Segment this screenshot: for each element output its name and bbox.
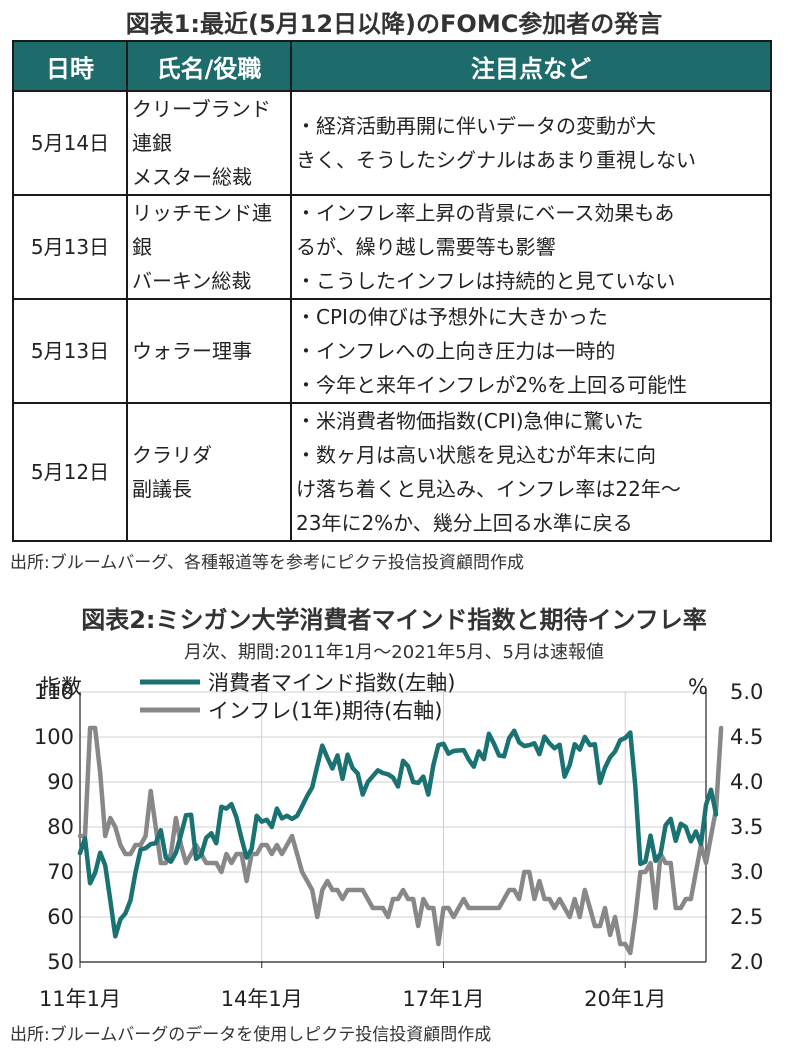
y-right-tick-label: 2.5 <box>730 905 763 929</box>
chart-legend: 消費者マインド指数(左軸) インフレ(1年)期待(右軸) <box>140 671 455 723</box>
chart-title: 図表2:ミシガン大学消費者マインド指数と期待インフレ率 <box>81 606 707 634</box>
point-line: ・米消費者物価指数(CPI)急伸に驚いた <box>296 409 644 433</box>
row-points: ・インフレ率上昇の背景にベース効果もあ るが、繰り越し需要等も影響 ・こうしたイ… <box>290 194 772 300</box>
table-row: 5月13日 リッチモンド連 銀 バーキン総裁 ・インフレ率上昇の背景にベース効果… <box>12 194 772 300</box>
x-tick-label: 11年1月 <box>39 987 121 1011</box>
fomc-remarks-table: 日時 氏名/役職 注目点など 5月14日 クリーブランド 連銀 メスター総裁 ・… <box>12 40 772 542</box>
row-date: 5月14日 <box>12 90 128 196</box>
y-right-axis-label: % <box>688 675 708 699</box>
point-line: ・こうしたインフレは持続的と見ていない <box>296 269 676 293</box>
chart-lines <box>77 725 724 956</box>
row-name: リッチモンド連 銀 バーキン総裁 <box>126 194 292 300</box>
inflation-expectation-line <box>77 725 724 956</box>
y-left-tick-label: 100 <box>34 725 74 749</box>
y-right-tick-label: 3.5 <box>730 815 763 839</box>
point-line: ・経済活動再開に伴いデータの変動が大 <box>296 114 656 138</box>
table-header-row: 日時 氏名/役職 注目点など <box>12 40 772 92</box>
name-line: 連銀 <box>132 131 172 155</box>
y-right-tick-label: 5.0 <box>730 680 763 704</box>
legend-sentiment-label: 消費者マインド指数(左軸) <box>208 671 455 695</box>
point-line: ・数ヶ月は高い状態を見込むが年末に向 <box>296 443 656 467</box>
y-left-tick-label: 50 <box>47 950 74 974</box>
y-right-tick-label: 3.0 <box>730 860 763 884</box>
row-date: 5月13日 <box>12 298 128 404</box>
row-name: クリーブランド 連銀 メスター総裁 <box>126 90 292 196</box>
y-left-tick-label: 70 <box>47 860 74 884</box>
row-name: ウォラー理事 <box>126 298 292 404</box>
point-line: 23年に2%か、幾分上回る水準に戻る <box>296 511 633 535</box>
chart-subtitle: 月次、期間:2011年1月〜2021年5月、5月は速報値 <box>183 642 605 663</box>
point-line: ・今年と来年インフレが2%を上回る可能性 <box>296 373 688 397</box>
x-tick-label: 20年1月 <box>584 987 666 1011</box>
table-row: 5月13日 ウォラー理事 ・CPIの伸びは予想外に大きかった ・インフレへの上向… <box>12 298 772 404</box>
consumer-sentiment-line <box>77 728 719 939</box>
row-points: ・米消費者物価指数(CPI)急伸に驚いた ・数ヶ月は高い状態を見込むが年末に向 … <box>290 402 772 542</box>
point-line: ・インフレへの上向き圧力は一時的 <box>296 339 616 363</box>
y-left-tick-label: 60 <box>47 905 74 929</box>
y-right-tick-label: 4.0 <box>730 770 763 794</box>
row-points: ・経済活動再開に伴いデータの変動が大 きく、そうしたシグナルはあまり重視しない <box>290 90 772 196</box>
name-line: ウォラー理事 <box>132 339 252 363</box>
row-points: ・CPIの伸びは予想外に大きかった ・インフレへの上向き圧力は一時的 ・今年と来… <box>290 298 772 404</box>
name-line: 副議長 <box>132 477 192 501</box>
y-right-tick-label: 2.0 <box>730 950 763 974</box>
row-name: クラリダ 副議長 <box>126 402 292 542</box>
name-line: メスター総裁 <box>132 165 252 189</box>
chart-source: 出所:ブルームバーグのデータを使用しピクテ投信投資顧問作成 <box>10 1025 492 1045</box>
y-left-tick-label: 110 <box>34 680 74 704</box>
point-line: け落ち着くと見込み、インフレ率は22年〜 <box>296 477 681 501</box>
y-left-tick-label: 80 <box>47 815 74 839</box>
point-line: ・インフレ率上昇の背景にベース効果もあ <box>296 201 675 225</box>
row-date: 5月13日 <box>12 194 128 300</box>
name-line: 銀 <box>132 235 152 259</box>
sentiment-inflation-chart: 50 2.0 60 2.5 70 3.0 80 3.5 90 4.0 100 4.5 110 5.0 11年… <box>34 671 764 1011</box>
name-line: クリーブランド <box>132 97 271 121</box>
name-line: クラリダ <box>132 443 212 467</box>
x-tick-label: 17年1月 <box>402 987 484 1011</box>
header-date: 日時 <box>12 40 128 92</box>
table-row: 5月14日 クリーブランド 連銀 メスター総裁 ・経済活動再開に伴いデータの変動… <box>12 90 772 196</box>
name-line: バーキン総裁 <box>132 269 252 293</box>
name-line: リッチモンド連 <box>132 201 272 225</box>
row-date: 5月12日 <box>12 402 128 542</box>
header-name: 氏名/役職 <box>126 40 292 92</box>
y-left-axis-label: 指数 <box>40 675 82 699</box>
y-left-tick-label: 90 <box>47 770 74 794</box>
y-right-tick-label: 4.5 <box>730 725 763 749</box>
table-source: 出所:ブルームバーグ、各種報道等を参考にピクテ投信投資顧問作成 <box>10 553 525 573</box>
point-line: きく、そうしたシグナルはあまり重視しない <box>296 148 696 172</box>
chart-axes: 50 2.0 60 2.5 70 3.0 80 3.5 90 4.0 100 4.5 110 5.0 11年… <box>34 675 764 1011</box>
x-tick-label: 14年1月 <box>221 987 303 1011</box>
legend-inflation-label: インフレ(1年)期待(右軸) <box>208 699 443 723</box>
point-line: ・CPIの伸びは予想外に大きかった <box>296 305 608 329</box>
point-line: るが、繰り越し需要等も影響 <box>296 235 556 259</box>
header-points: 注目点など <box>290 40 772 92</box>
table-row: 5月12日 クラリダ 副議長 ・米消費者物価指数(CPI)急伸に驚いた ・数ヶ月… <box>12 402 772 542</box>
table-title: 図表1:最近(5月12日以降)のFOMC参加者の発言 <box>125 10 663 38</box>
